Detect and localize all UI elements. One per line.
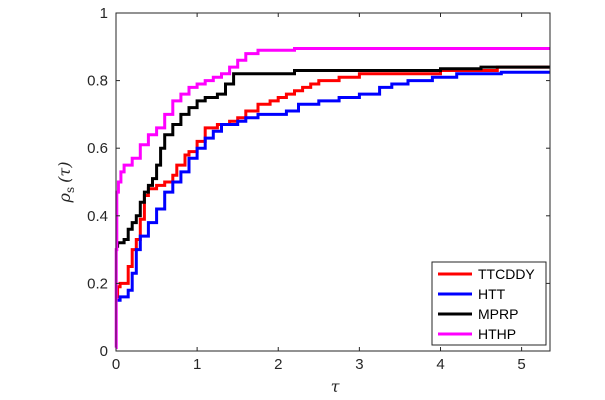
y-axis-label-symbol: ρ — [55, 192, 74, 203]
legend-box — [431, 261, 547, 346]
x-tick-label: 4 — [436, 356, 444, 373]
legend-label-hthp: HTHP — [478, 326, 516, 342]
y-axis-label: ρs (τ) — [55, 162, 77, 204]
series-layer — [114, 47, 550, 350]
legend: TTCDDY HTT MPRP HTHP — [431, 261, 547, 346]
x-axis-label: τ — [331, 377, 341, 396]
legend-label-htt: HTT — [478, 286, 506, 302]
axes-box — [115, 12, 551, 352]
y-axis-label-subscript: s — [63, 187, 77, 193]
ticks-layer: 0 1 2 3 4 5 0 0.2 0.4 0.6 0.8 1 — [87, 5, 550, 373]
x-tick-label: 2 — [274, 356, 282, 373]
y-tick-label: 1 — [100, 5, 108, 22]
series-line-htt — [116, 70, 550, 302]
legend-label-mprp: MPRP — [478, 306, 518, 322]
series-line-mprp — [116, 65, 550, 248]
y-axis-label-arg: (τ) — [55, 162, 74, 183]
y-tick-label: 0 — [100, 343, 108, 360]
legend-label-ttcddy: TTCDDY — [478, 266, 535, 282]
x-tick-label: 0 — [112, 356, 120, 373]
series-line-hthp — [114, 47, 550, 350]
y-tick-label: 0.8 — [87, 73, 108, 90]
y-tick-label: 0.2 — [87, 275, 108, 292]
axes-layer — [115, 12, 551, 352]
x-tick-label: 1 — [193, 356, 201, 373]
series-line-ttcddy — [116, 65, 550, 299]
y-tick-label: 0.6 — [87, 140, 108, 157]
y-tick-label: 0.4 — [87, 208, 108, 225]
x-tick-label: 5 — [517, 356, 525, 373]
x-tick-label: 3 — [355, 356, 363, 373]
